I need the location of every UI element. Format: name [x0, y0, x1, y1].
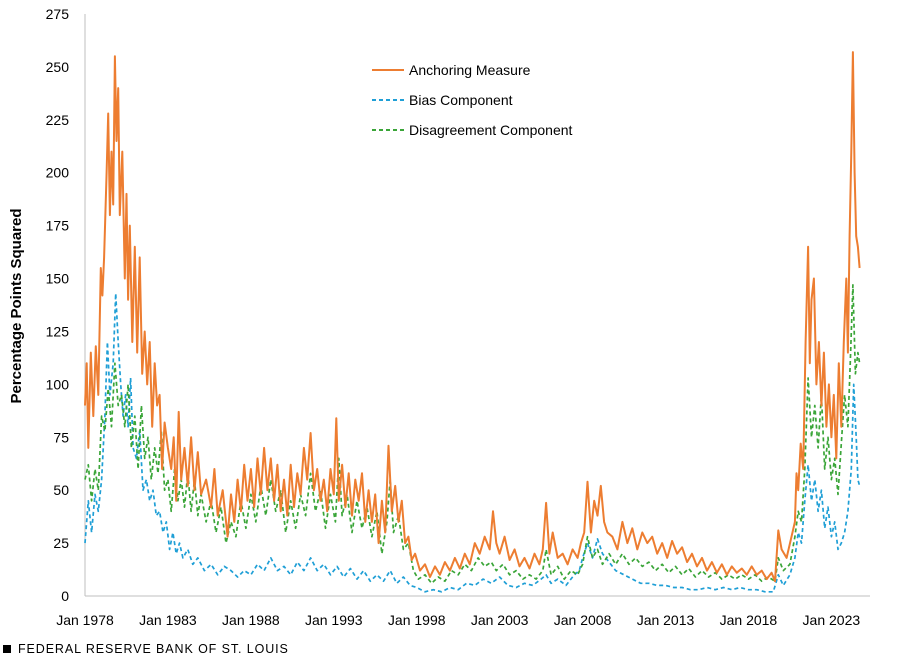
series-line-0 [84, 51, 861, 583]
source-label: FEDERAL RESERVE BANK OF ST. LOUIS [18, 642, 289, 656]
axes [84, 14, 870, 597]
y-tick-label: 75 [53, 429, 69, 445]
x-tick-label: Jan 2018 [720, 612, 778, 628]
y-axis-title: Percentage Points Squared [8, 208, 25, 403]
y-tick-label: 25 [53, 535, 69, 551]
y-axis-ticks: 0 25 50 75 100 125 150 175 200 225 250 275 [46, 6, 70, 604]
y-tick-label: 200 [46, 165, 70, 181]
square-bullet-icon [3, 645, 11, 653]
x-tick-label: Jan 1988 [222, 612, 280, 628]
legend-label-2: Disagreement Component [409, 122, 573, 138]
y-tick-label: 250 [46, 59, 70, 75]
x-tick-label: Jan 2003 [471, 612, 529, 628]
x-axis-ticks: Jan 1978 Jan 1983 Jan 1988 Jan 1993 Jan 1998… [56, 612, 860, 628]
y-tick-label: 175 [46, 218, 70, 234]
y-tick-label: 150 [46, 271, 70, 287]
x-tick-label: Jan 2013 [637, 612, 695, 628]
y-tick-label: 100 [46, 376, 70, 392]
series-line-2 [84, 284, 861, 585]
y-tick-label: 50 [53, 482, 69, 498]
y-axis-title-group: Percentage Points Squared [8, 208, 25, 403]
x-tick-label: Jan 1993 [305, 612, 363, 628]
x-tick-label: Jan 1978 [56, 612, 114, 628]
y-tick-label: 0 [61, 588, 69, 604]
x-tick-label: Jan 2023 [803, 612, 861, 628]
legend-label-1: Bias Component [409, 92, 513, 108]
x-tick-label: Jan 1983 [139, 612, 197, 628]
y-tick-label: 275 [46, 6, 70, 22]
legend: Anchoring Measure Bias Component Disagreem… [372, 62, 573, 138]
source-footer: FEDERAL RESERVE BANK OF ST. LOUIS [3, 642, 289, 656]
x-tick-label: Jan 1998 [388, 612, 446, 628]
legend-label-0: Anchoring Measure [409, 62, 531, 78]
y-tick-label: 125 [46, 323, 70, 339]
plot-lines [84, 51, 861, 593]
y-tick-label: 225 [46, 112, 70, 128]
x-tick-label: Jan 2008 [554, 612, 612, 628]
line-chart: Percentage Points Squared 0 25 50 75 100 125 1… [8, 6, 870, 628]
series-line-1 [84, 292, 861, 593]
